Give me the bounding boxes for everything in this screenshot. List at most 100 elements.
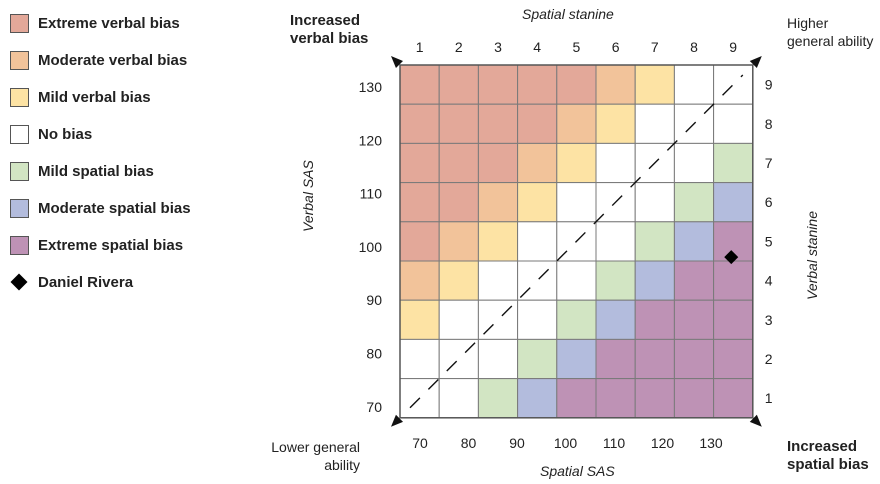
grid-cell <box>713 378 754 419</box>
grid-cell <box>556 142 597 184</box>
corner-top-right-line2: general ability <box>787 33 874 49</box>
grid-cell <box>438 221 479 262</box>
left-tick-label: 110 <box>360 186 383 202</box>
legend-swatch <box>10 51 29 70</box>
corner-bottom-right: Increased spatial bias <box>787 438 869 474</box>
grid-cell <box>634 338 675 380</box>
left-tick-label: 80 <box>366 346 382 362</box>
right-tick-label: 6 <box>765 194 773 210</box>
bottom-tick-label: 100 <box>554 435 578 451</box>
grid-cell <box>556 338 597 380</box>
grid-cell <box>634 260 675 301</box>
grid-border <box>399 64 754 419</box>
arrow-top-right-icon <box>749 56 762 69</box>
legend-label: Mild verbal bias <box>38 89 151 106</box>
grid-cell <box>399 64 440 105</box>
top-tick-label: 9 <box>729 39 737 55</box>
grid-cell <box>517 338 558 380</box>
grid-cell <box>477 260 519 301</box>
legend-swatch <box>10 199 29 218</box>
grid-cell <box>673 338 715 380</box>
grid-cell <box>399 103 440 144</box>
grid-cell <box>595 378 636 419</box>
top-tick-label: 3 <box>494 39 502 55</box>
legend-label: No bias <box>38 126 93 143</box>
corner-bottom-left-line2: ability <box>324 457 360 473</box>
left-tick-label: 70 <box>366 399 382 415</box>
grid-cell <box>438 299 479 340</box>
right-tick-label: 5 <box>765 233 773 249</box>
top-tick-label: 4 <box>533 39 541 55</box>
grid-cell <box>438 182 479 223</box>
corner-bottom-right-line1: Increased <box>787 438 858 455</box>
grid-cell <box>517 142 558 184</box>
bottom-tick-label: 80 <box>461 435 477 451</box>
axis-title-bottom: Spatial SAS <box>540 463 615 479</box>
right-tick-label: 7 <box>765 155 773 171</box>
left-tick-label: 90 <box>366 292 382 308</box>
corner-bottom-left-line1: Lower general <box>271 439 360 455</box>
top-tick-label: 7 <box>651 39 659 55</box>
arrow-bottom-right-icon <box>749 414 762 427</box>
bottom-tick-label: 110 <box>603 435 626 451</box>
corner-bottom-left: Lower general ability <box>262 438 360 474</box>
grid-cell <box>595 299 636 340</box>
grid-cell <box>713 299 754 340</box>
grid-cell <box>517 182 558 223</box>
grid-cell <box>477 378 519 419</box>
grid-cell <box>399 142 440 184</box>
right-tick-label: 8 <box>765 116 773 132</box>
arrow-bottom-left-icon <box>391 414 404 427</box>
corner-top-left-line1: Increased <box>290 12 361 29</box>
grid-cell <box>399 299 440 340</box>
grid-cell <box>595 64 636 105</box>
arrow-top-left-icon <box>391 56 404 69</box>
grid-cell <box>634 182 675 223</box>
diamond-icon <box>724 250 739 265</box>
axis-title-right: Verbal stanine <box>804 211 820 300</box>
right-tick-label: 4 <box>765 273 773 289</box>
grid-cell <box>673 299 715 340</box>
grid-cell <box>477 182 519 223</box>
legend-label: Extreme verbal bias <box>38 15 180 32</box>
grid-cell <box>634 378 675 419</box>
diagonal-dashed-line <box>409 74 744 409</box>
grid-cell <box>399 338 440 380</box>
grid-cell <box>673 221 715 262</box>
grid-cell <box>595 338 636 380</box>
corner-top-left: Increased verbal bias <box>290 12 369 48</box>
bottom-tick-label: 90 <box>509 435 525 451</box>
corner-top-left-line2: verbal bias <box>290 30 369 47</box>
legend-label: Extreme spatial bias <box>38 237 184 254</box>
grid-cell <box>673 260 715 301</box>
left-tick-label: 120 <box>359 132 383 148</box>
grid-cell <box>517 103 558 144</box>
grid-cell <box>477 338 519 380</box>
axis-title-left: Verbal SAS <box>300 160 316 232</box>
legend-label: Mild spatial bias <box>38 163 154 180</box>
grid-cell <box>556 182 597 223</box>
grid-cell <box>595 142 636 184</box>
grid-cell <box>477 142 519 184</box>
grid-cell <box>634 64 675 105</box>
grid-cell <box>438 378 479 419</box>
grid-cell <box>556 64 597 105</box>
grid-cell <box>438 260 479 301</box>
right-tick-label: 2 <box>765 351 773 367</box>
grid-cell <box>713 338 754 380</box>
right-tick-label: 9 <box>765 77 773 93</box>
grid-cell <box>438 142 479 184</box>
legend-swatch <box>10 14 29 33</box>
legend-swatch <box>10 236 29 255</box>
grid-cell <box>517 64 558 105</box>
grid-cell <box>595 260 636 301</box>
grid-cell <box>634 299 675 340</box>
grid-cell <box>673 378 715 419</box>
top-tick-label: 5 <box>573 39 581 55</box>
grid-cell <box>634 103 675 144</box>
top-tick-label: 6 <box>612 39 620 55</box>
grid-cell <box>517 299 558 340</box>
grid-cell <box>517 221 558 262</box>
grid-cell <box>399 182 440 223</box>
